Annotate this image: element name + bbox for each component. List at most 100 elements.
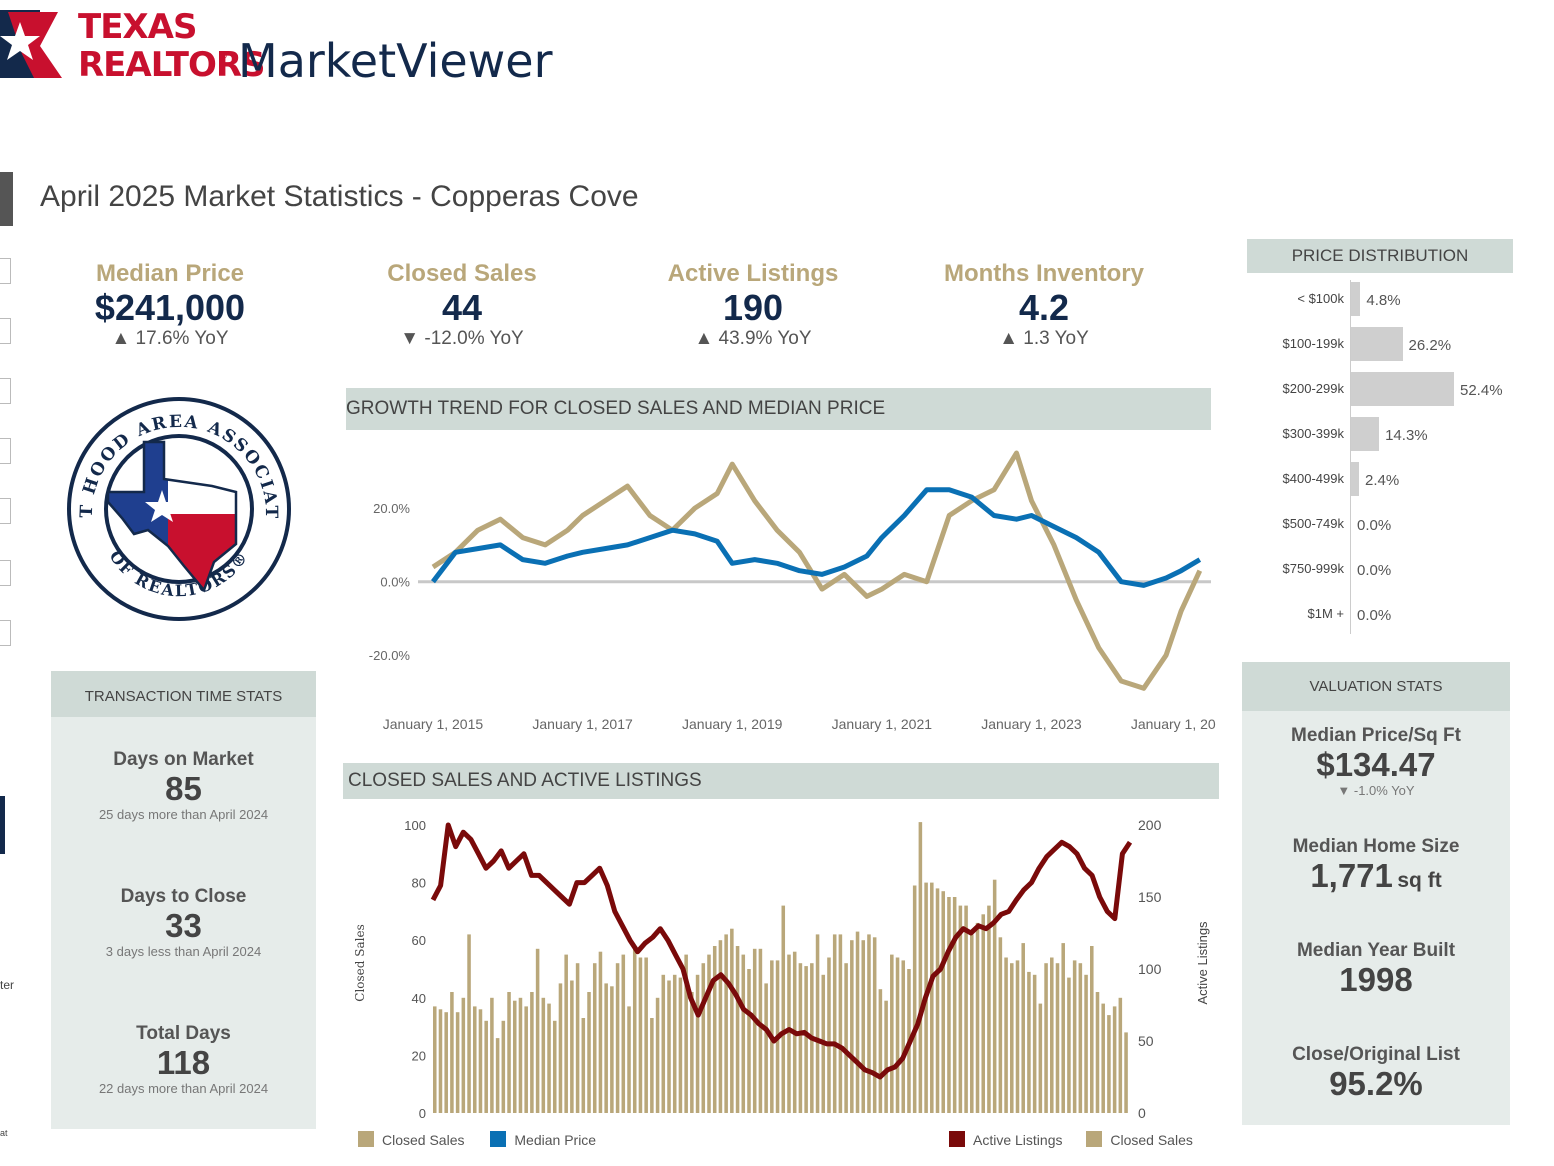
closed-sales-bar[interactable] [541,997,546,1113]
closed-sales-bar[interactable] [838,934,843,1113]
closed-sales-bar[interactable] [547,1003,551,1113]
closed-sales-bar[interactable] [552,1020,557,1113]
closed-sales-bar[interactable] [935,888,940,1113]
closed-sales-bar[interactable] [952,897,957,1113]
price-bucket-bar[interactable] [1351,282,1361,316]
closed-sales-bar[interactable] [970,934,974,1113]
closed-sales-bar[interactable] [484,1020,488,1113]
closed-sales-bar[interactable] [530,992,534,1113]
sidebar-filter-dropdown[interactable] [0,438,11,464]
series-line-median-price[interactable] [431,487,1202,588]
legend-item-active-listings[interactable]: Active Listings [949,1131,1062,1148]
closed-sales-bar[interactable] [918,822,923,1113]
closed-sales-bar[interactable] [678,977,683,1113]
closed-sales-bar[interactable] [701,963,706,1113]
closed-sales-bar[interactable] [604,983,608,1113]
closed-sales-bar[interactable] [730,928,734,1113]
closed-sales-bar[interactable] [650,1018,654,1113]
closed-sales-bar[interactable] [764,983,768,1113]
closed-sales-bar[interactable] [1055,963,1060,1113]
closed-sales-bar[interactable] [752,948,757,1113]
closed-sales-bar[interactable] [490,997,494,1113]
closed-sales-bar[interactable] [592,963,597,1113]
closed-sales-bar[interactable] [1090,946,1094,1113]
closed-sales-bar[interactable] [575,963,580,1113]
active-listings-line[interactable] [430,822,1133,1080]
sidebar-filter-dropdown[interactable] [0,620,11,646]
closed-sales-bar[interactable] [1021,943,1025,1113]
texas-realtors-logo[interactable]: TEXAS REALTORS ® [0,10,266,82]
closed-sales-bar[interactable] [804,966,808,1113]
sidebar-filter-input[interactable] [0,560,11,586]
closed-sales-bar[interactable] [958,905,963,1113]
closed-sales-bar[interactable] [827,957,831,1114]
closed-sales-bar[interactable] [981,914,985,1113]
sidebar-filter-dropdown[interactable] [0,318,11,344]
closed-sales-bar[interactable] [644,957,648,1114]
price-distribution-row[interactable]: $200-299k 52.4% [1248,372,1518,408]
closed-sales-bar[interactable] [1101,1003,1105,1113]
closed-sales-bar[interactable] [472,1006,477,1113]
closed-sales-bar[interactable] [1124,1032,1128,1113]
closed-sales-bar[interactable] [1084,974,1088,1113]
sidebar-filter-dropdown[interactable] [0,498,11,524]
closed-sales-bar[interactable] [524,1006,528,1113]
closed-sales-bar[interactable] [507,992,511,1113]
price-distribution-row[interactable]: $750-999k 0.0% [1248,552,1518,588]
closed-sales-bar[interactable] [1010,963,1014,1113]
closed-sales-bar[interactable] [707,954,711,1113]
closed-sales-bar[interactable] [1027,971,1031,1113]
closed-sales-bar[interactable] [975,922,980,1113]
price-distribution-row[interactable]: $1M + 0.0% [1248,597,1518,633]
closed-sales-bar[interactable] [518,997,523,1113]
closed-sales-bar[interactable] [467,934,471,1113]
closed-sales-bar[interactable] [872,937,877,1113]
closed-sales-bar[interactable] [735,946,740,1113]
closed-sales-bar[interactable] [758,948,763,1113]
price-distribution-row[interactable]: $500-749k 0.0% [1248,507,1518,543]
closed-sales-bar[interactable] [661,974,666,1113]
closed-sales-bar[interactable] [535,948,540,1113]
closed-sales-bar[interactable] [433,1006,437,1113]
closed-sales-bar[interactable] [850,940,854,1113]
closed-sales-bar[interactable] [1015,960,1020,1113]
closed-sales-bar[interactable] [787,954,791,1113]
closed-sales-bar[interactable] [1032,974,1037,1113]
closed-sales-bar[interactable] [1118,997,1123,1113]
closed-sales-bar[interactable] [855,931,860,1113]
price-distribution-row[interactable]: $100-199k 26.2% [1248,327,1518,363]
price-bucket-bar[interactable] [1351,462,1359,496]
closed-sales-bar[interactable] [1072,960,1077,1113]
closed-sales-bar[interactable] [672,974,677,1113]
closed-sales-bar[interactable] [587,992,591,1113]
closed-sales-bar[interactable] [890,954,894,1113]
closed-sales-bar[interactable] [724,934,728,1113]
closed-sales-bar[interactable] [747,969,751,1113]
closed-sales-bar[interactable] [598,951,603,1113]
closed-sales-bar[interactable] [444,1012,448,1113]
closed-sales-bar[interactable] [621,954,626,1113]
closed-sales-bar[interactable] [947,897,951,1113]
price-distribution-row[interactable]: $300-399k 14.3% [1248,417,1518,453]
closed-sales-bar[interactable] [558,983,563,1113]
closed-sales-bar[interactable] [495,1038,500,1113]
series-line-closed-sales[interactable] [431,450,1203,691]
closed-sales-bar[interactable] [941,891,946,1113]
closed-sales-bar[interactable] [987,905,991,1113]
closed-sales-bar[interactable] [501,1020,506,1113]
closed-sales-bar[interactable] [570,980,574,1114]
closed-sales-bar[interactable] [741,954,746,1113]
closed-sales-bar[interactable] [861,940,866,1113]
closed-sales-bar[interactable] [884,1000,888,1113]
closed-sales-bar[interactable] [998,937,1003,1113]
closed-sales-bar[interactable] [1078,963,1083,1113]
closed-sales-bar[interactable] [1112,1006,1117,1113]
price-bucket-bar[interactable] [1351,327,1403,361]
closed-sales-bar[interactable] [798,963,803,1113]
closed-sales-bar[interactable] [712,946,717,1113]
closed-sales-bar[interactable] [684,954,688,1113]
closed-sales-bar[interactable] [1044,963,1048,1113]
closed-sales-bar[interactable] [867,934,871,1113]
closed-sales-bar[interactable] [461,997,466,1113]
